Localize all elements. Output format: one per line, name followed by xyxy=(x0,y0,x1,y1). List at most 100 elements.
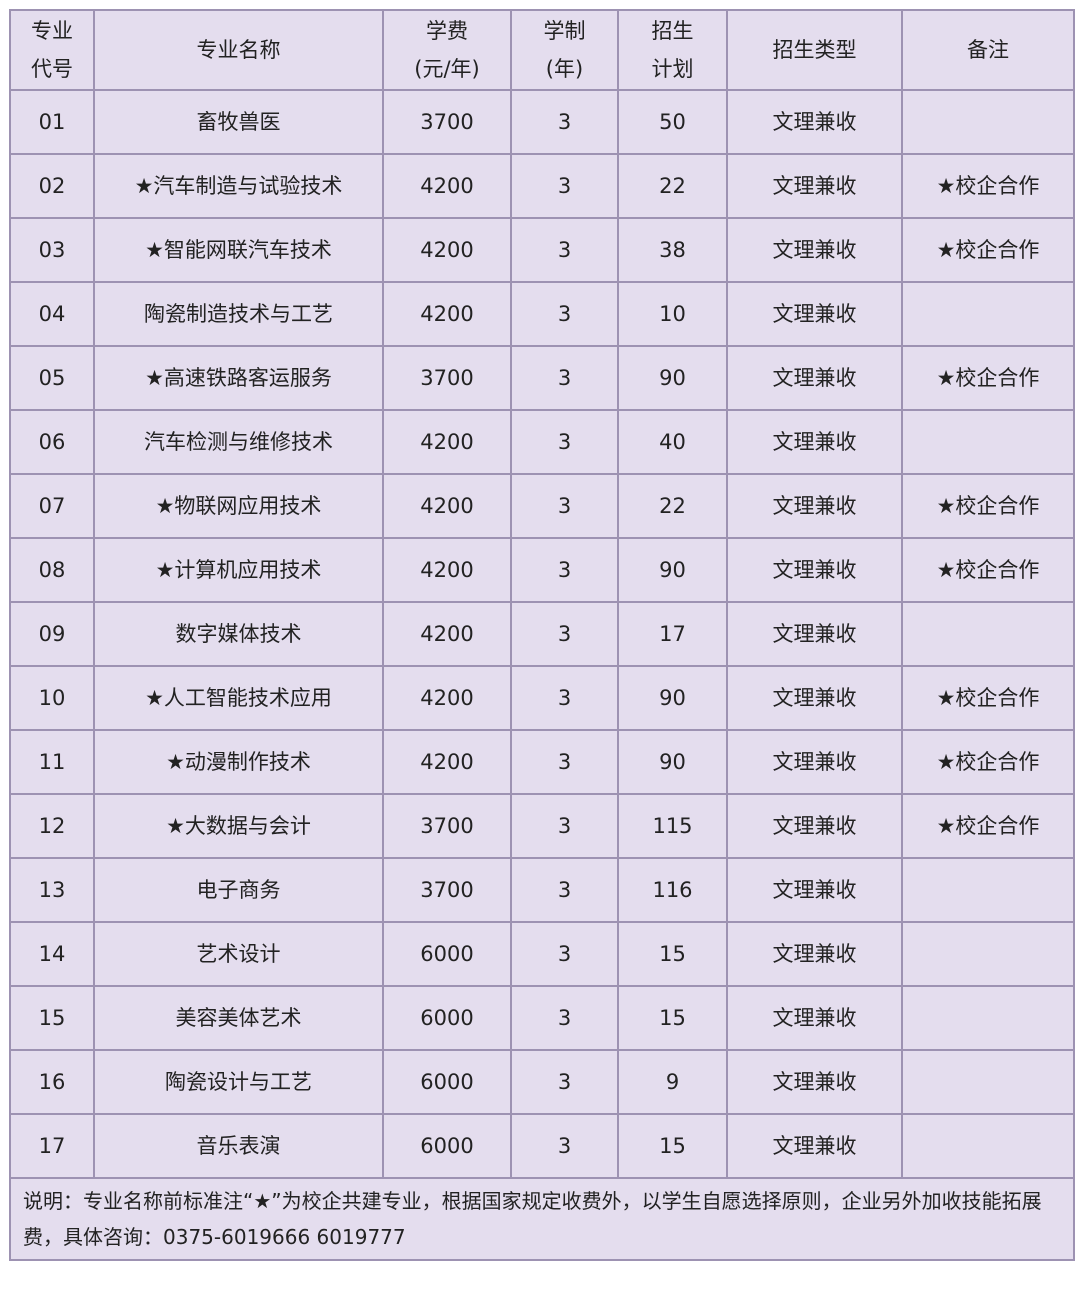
cell-duration: 3 xyxy=(510,473,619,539)
cell-code: 11 xyxy=(9,729,95,795)
cell-quota: 38 xyxy=(617,217,728,283)
cell-quota: 15 xyxy=(617,921,728,987)
note-row: 说明：专业名称前标准注“★”为校企共建专业，根据国家规定收费外，以学生自愿选择原… xyxy=(9,1177,1075,1261)
cell-remark xyxy=(901,985,1075,1051)
cell-tuition: 6000 xyxy=(382,985,512,1051)
table-row: 06 汽车检测与维修技术 4200 3 40 文理兼收 xyxy=(9,409,1075,475)
cell-remark xyxy=(901,1113,1075,1179)
enrollment-table: 专业 代号 专业名称 学费 (元/年) 学制 (年) 招生 计划 招生类型 备注 01 畜牧兽医 370… xyxy=(9,9,1075,1261)
cell-code: 07 xyxy=(9,473,95,539)
table-row: 02 ★汽车制造与试验技术 4200 3 22 文理兼收 ★校企合作 xyxy=(9,153,1075,219)
cell-quota: 10 xyxy=(617,281,728,347)
cell-remark: ★校企合作 xyxy=(901,153,1075,219)
header-line: 学费 xyxy=(426,19,468,43)
cell-major-name: ★汽车制造与试验技术 xyxy=(93,153,384,219)
cell-admission-type: 文理兼收 xyxy=(726,665,903,731)
cell-tuition: 3700 xyxy=(382,793,512,859)
header-code: 专业 代号 xyxy=(9,9,95,91)
cell-remark xyxy=(901,89,1075,155)
cell-major-name: 艺术设计 xyxy=(93,921,384,987)
cell-code: 02 xyxy=(9,153,95,219)
cell-major-name: 畜牧兽医 xyxy=(93,89,384,155)
table-row: 11 ★动漫制作技术 4200 3 90 文理兼收 ★校企合作 xyxy=(9,729,1075,795)
cell-code: 01 xyxy=(9,89,95,155)
note-text: 说明：专业名称前标准注“★”为校企共建专业，根据国家规定收费外，以学生自愿选择原… xyxy=(9,1177,1075,1261)
cell-tuition: 3700 xyxy=(382,345,512,411)
header-duration: 学制 (年) xyxy=(510,9,619,91)
cell-tuition: 6000 xyxy=(382,1049,512,1115)
header-tuition: 学费 (元/年) xyxy=(382,9,512,91)
cell-code: 14 xyxy=(9,921,95,987)
cell-quota: 22 xyxy=(617,473,728,539)
cell-tuition: 6000 xyxy=(382,921,512,987)
cell-major-name: ★大数据与会计 xyxy=(93,793,384,859)
cell-code: 05 xyxy=(9,345,95,411)
cell-tuition: 4200 xyxy=(382,665,512,731)
cell-code: 16 xyxy=(9,1049,95,1115)
cell-tuition: 4200 xyxy=(382,729,512,795)
cell-duration: 3 xyxy=(510,1113,619,1179)
cell-quota: 115 xyxy=(617,793,728,859)
cell-tuition: 3700 xyxy=(382,89,512,155)
table-row: 05 ★高速铁路客运服务 3700 3 90 文理兼收 ★校企合作 xyxy=(9,345,1075,411)
table-row: 10 ★人工智能技术应用 4200 3 90 文理兼收 ★校企合作 xyxy=(9,665,1075,731)
cell-quota: 90 xyxy=(617,537,728,603)
cell-admission-type: 文理兼收 xyxy=(726,537,903,603)
header-quota: 招生 计划 xyxy=(617,9,728,91)
cell-quota: 15 xyxy=(617,1113,728,1179)
cell-remark: ★校企合作 xyxy=(901,665,1075,731)
cell-quota: 90 xyxy=(617,345,728,411)
cell-quota: 90 xyxy=(617,665,728,731)
cell-code: 09 xyxy=(9,601,95,667)
cell-remark xyxy=(901,857,1075,923)
cell-code: 06 xyxy=(9,409,95,475)
cell-quota: 22 xyxy=(617,153,728,219)
cell-admission-type: 文理兼收 xyxy=(726,345,903,411)
header-line: 备注 xyxy=(967,38,1009,62)
cell-remark xyxy=(901,1049,1075,1115)
cell-admission-type: 文理兼收 xyxy=(726,281,903,347)
cell-major-name: ★动漫制作技术 xyxy=(93,729,384,795)
table-row: 12 ★大数据与会计 3700 3 115 文理兼收 ★校企合作 xyxy=(9,793,1075,859)
cell-admission-type: 文理兼收 xyxy=(726,1113,903,1179)
header-line: 专业 xyxy=(31,19,73,43)
cell-quota: 9 xyxy=(617,1049,728,1115)
cell-admission-type: 文理兼收 xyxy=(726,153,903,219)
cell-admission-type: 文理兼收 xyxy=(726,729,903,795)
cell-tuition: 4200 xyxy=(382,281,512,347)
cell-major-name: 汽车检测与维修技术 xyxy=(93,409,384,475)
table-row: 01 畜牧兽医 3700 3 50 文理兼收 xyxy=(9,89,1075,155)
cell-quota: 90 xyxy=(617,729,728,795)
cell-admission-type: 文理兼收 xyxy=(726,793,903,859)
cell-major-name: 陶瓷设计与工艺 xyxy=(93,1049,384,1115)
cell-duration: 3 xyxy=(510,921,619,987)
cell-duration: 3 xyxy=(510,985,619,1051)
header-line: 计划 xyxy=(651,57,694,81)
table-row: 04 陶瓷制造技术与工艺 4200 3 10 文理兼收 xyxy=(9,281,1075,347)
cell-quota: 50 xyxy=(617,89,728,155)
cell-code: 15 xyxy=(9,985,95,1051)
cell-remark xyxy=(901,601,1075,667)
cell-code: 04 xyxy=(9,281,95,347)
cell-major-name: 美容美体艺术 xyxy=(93,985,384,1051)
cell-remark xyxy=(901,921,1075,987)
cell-duration: 3 xyxy=(510,537,619,603)
cell-duration: 3 xyxy=(510,409,619,475)
cell-quota: 116 xyxy=(617,857,728,923)
cell-code: 10 xyxy=(9,665,95,731)
cell-duration: 3 xyxy=(510,857,619,923)
table-row: 09 数字媒体技术 4200 3 17 文理兼收 xyxy=(9,601,1075,667)
cell-major-name: 电子商务 xyxy=(93,857,384,923)
table-row: 13 电子商务 3700 3 116 文理兼收 xyxy=(9,857,1075,923)
cell-code: 08 xyxy=(9,537,95,603)
cell-major-name: 陶瓷制造技术与工艺 xyxy=(93,281,384,347)
cell-major-name: 数字媒体技术 xyxy=(93,601,384,667)
cell-tuition: 4200 xyxy=(382,153,512,219)
cell-admission-type: 文理兼收 xyxy=(726,985,903,1051)
cell-tuition: 4200 xyxy=(382,537,512,603)
header-line: 专业名称 xyxy=(196,38,281,62)
header-line: 代号 xyxy=(31,57,73,81)
cell-remark: ★校企合作 xyxy=(901,217,1075,283)
header-admission-type: 招生类型 xyxy=(726,9,903,91)
cell-tuition: 3700 xyxy=(382,857,512,923)
